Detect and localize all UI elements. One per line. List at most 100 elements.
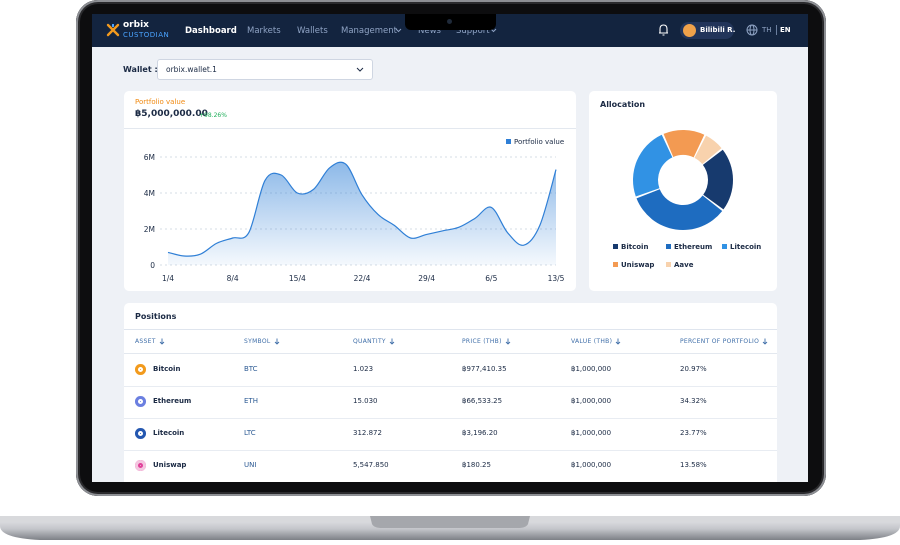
table-cell: Litecoin — [153, 429, 185, 437]
nav-item[interactable]: Management — [341, 26, 397, 36]
donut-slice — [694, 135, 722, 165]
legend-label: Uniswap — [621, 261, 654, 269]
user-name: Bilibili R. — [700, 26, 736, 34]
divider — [124, 353, 777, 354]
nav-item[interactable]: Support — [456, 26, 490, 36]
legend-label: Litecoin — [730, 243, 761, 251]
chevron — [395, 28, 402, 33]
column-header: PRICE (THB) — [462, 338, 511, 345]
legend-swatch — [613, 262, 618, 267]
column-header: SYMBOL — [244, 338, 280, 345]
nav-item[interactable]: Wallets — [297, 26, 328, 36]
globe-icon[interactable] — [746, 24, 758, 36]
positions-title: Positions — [135, 312, 177, 321]
nav-item[interactable]: Dashboard — [185, 26, 237, 36]
table-cell: Bitcoin — [153, 365, 181, 373]
legend-swatch — [613, 244, 618, 249]
sort-arrow[interactable] — [159, 338, 165, 345]
divider — [776, 25, 777, 35]
y-tick-label: 4M — [144, 189, 155, 198]
table-cell: ฿1,000,000 — [571, 461, 612, 469]
x-tick-label: 8/4 — [227, 274, 239, 283]
camera — [447, 19, 452, 24]
wallet-label: Wallet : — [123, 65, 158, 74]
table-cell: 34.32% — [680, 397, 707, 405]
table-row — [124, 418, 777, 451]
table-cell: UNI — [244, 461, 257, 469]
column-header: ASSET — [135, 338, 165, 345]
column-header: VALUE (THB) — [571, 338, 621, 345]
table-cell: ฿1,000,000 — [571, 365, 612, 373]
table-cell: ฿66,533.25 — [462, 397, 503, 405]
y-tick-label: 2M — [144, 225, 155, 234]
asset-icon — [135, 428, 146, 439]
portfolio-card: Portfolio value ฿5,000,000.00 +98.26% 0 2… — [124, 91, 576, 291]
table-cell: 5,547.850 — [353, 461, 389, 469]
avatar — [683, 24, 696, 37]
screen: orbix CUSTODIAN Dashboard Markets Wallet… — [92, 14, 808, 482]
lang-option[interactable]: TH — [762, 26, 772, 34]
area-fill — [168, 162, 556, 265]
positions-card: Positions ASSET SYMBOL QUANTITY PRICE (THB)… — [124, 303, 777, 482]
legend-label: Portfolio value — [514, 138, 564, 146]
camera-notch — [405, 14, 496, 30]
table-cell: ฿3,196.20 — [462, 429, 498, 437]
table-cell: ฿180.25 — [462, 461, 491, 469]
wallet-value: orbix.wallet.1 — [166, 65, 217, 74]
table-cell: ฿977,410.35 — [462, 365, 507, 373]
portfolio-change: +98.26% — [199, 112, 227, 119]
table-cell: 20.97% — [680, 365, 707, 373]
sort-arrow[interactable] — [762, 338, 768, 345]
table-cell: ฿1,000,000 — [571, 429, 612, 437]
donut-slice — [702, 149, 733, 210]
donut-slice — [663, 130, 705, 158]
table-row — [124, 386, 777, 419]
allocation-chart: Bitcoin Ethereum Litecoin Uniswap Aave — [613, 130, 761, 269]
table-cell: ETH — [244, 397, 258, 405]
logo-icon — [106, 23, 120, 37]
legend-swatch — [506, 139, 511, 144]
table-cell: LTC — [244, 429, 256, 437]
allocation-card: Allocation Bitcoin Ethereum Litecoin Uniswa… — [589, 91, 777, 291]
brand: orbix — [123, 20, 149, 30]
column-header: QUANTITY — [353, 338, 395, 345]
donut-slice — [633, 134, 673, 197]
portfolio-chart: 0 2M 4M 6M 1/4 8/4 15/4 22/4 29/4 6/5 13/5 Portfoli… — [144, 138, 565, 283]
table-cell: BTC — [244, 365, 258, 373]
user-pill[interactable]: Bilibili R. — [680, 22, 736, 39]
table-cell: Uniswap — [153, 461, 187, 469]
wallet-select[interactable]: orbix.wallet.1 — [157, 59, 373, 80]
sort-arrow[interactable] — [274, 338, 280, 345]
sort-arrow[interactable] — [505, 338, 511, 345]
chevron — [356, 67, 364, 72]
legend-label: Aave — [674, 261, 694, 269]
x-tick-label: 29/4 — [418, 274, 435, 283]
asset-icon — [135, 364, 146, 375]
asset-icon — [135, 396, 146, 407]
table-cell: 15.030 — [353, 397, 378, 405]
table-row — [124, 354, 777, 387]
legend-label: Bitcoin — [621, 243, 648, 251]
divider — [124, 329, 777, 330]
table-cell: 1.023 — [353, 365, 374, 373]
nav-item[interactable]: Markets — [247, 26, 281, 36]
legend-swatch — [722, 244, 727, 249]
y-tick-label: 0 — [150, 261, 155, 270]
x-tick-label: 13/5 — [548, 274, 565, 283]
line — [167, 161, 557, 257]
x-tick-label: 6/5 — [485, 274, 497, 283]
legend-swatch — [666, 244, 671, 249]
brand-sub: CUSTODIAN — [123, 31, 170, 39]
x-tick-label: 22/4 — [354, 274, 371, 283]
lang-option[interactable]: EN — [780, 26, 791, 34]
sort-arrow[interactable] — [389, 338, 395, 345]
nav-item[interactable]: News — [418, 26, 441, 36]
bell-icon[interactable] — [658, 24, 669, 36]
x-tick-label: 1/4 — [162, 274, 174, 283]
column-header: PERCENT OF PORTFOLIO — [680, 338, 768, 345]
portfolio-value: ฿5,000,000.00 — [135, 109, 208, 119]
sort-arrow[interactable] — [615, 338, 621, 345]
allocation-title: Allocation — [600, 100, 646, 109]
x-tick-label: 15/4 — [289, 274, 306, 283]
